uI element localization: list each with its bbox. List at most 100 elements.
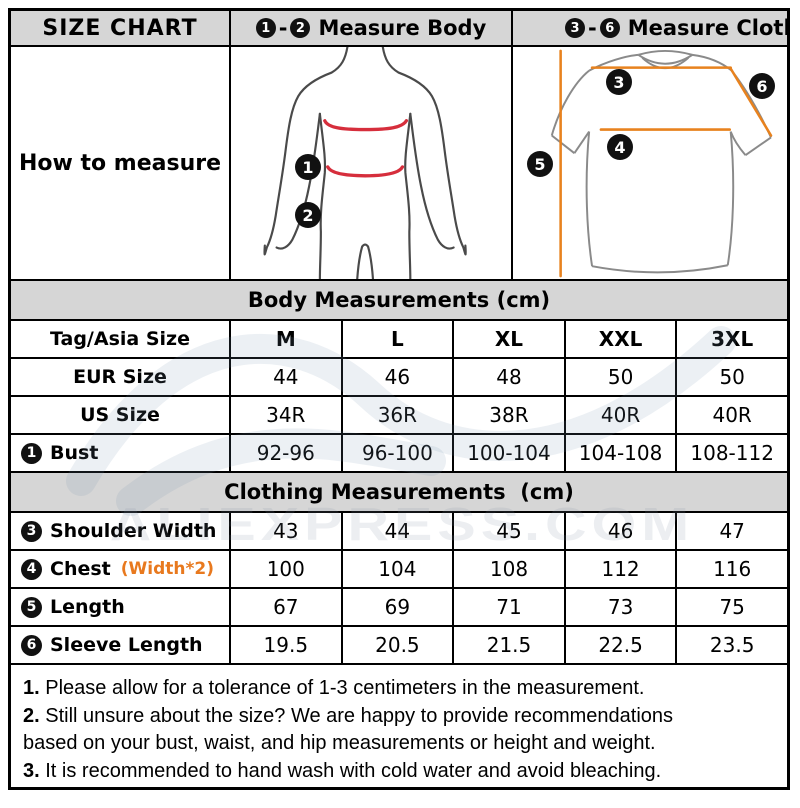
- circled-4-icon: 4: [21, 558, 42, 580]
- table-row-tag-asia-size: Tag/Asia Size M L XL XXL 3XL: [11, 321, 787, 359]
- measurement-value: 22.5: [566, 627, 678, 663]
- table-row-shoulder-width: 3 Shoulder Width 43 44 45 46 47: [11, 513, 787, 551]
- size-value: 38R: [454, 397, 566, 433]
- row-label-text: Bust: [50, 442, 99, 464]
- footer-notes: 1. Please allow for a tolerance of 1-3 c…: [11, 665, 787, 787]
- measurement-value: 104: [343, 551, 455, 587]
- measure-body-header: 1-2 Measure Body: [231, 11, 513, 45]
- size-value: 46: [343, 359, 455, 395]
- size-value: XXL: [566, 321, 678, 357]
- circled-5-icon: 5: [21, 596, 42, 618]
- measurement-value: 108-112: [690, 441, 774, 465]
- how-to-measure-label: How to measure: [11, 47, 231, 279]
- row-label-text: Length: [50, 596, 125, 618]
- measurement-value: 108: [454, 551, 566, 587]
- row-label: 1 Bust: [11, 435, 231, 471]
- size-value: 50: [566, 359, 678, 395]
- range-dash: -: [278, 16, 288, 40]
- table-row-sleeve-length: 6 Sleeve Length 19.5 20.5 21.5 22.5 23.5: [11, 627, 787, 665]
- badge-range-3-6: 3-6: [565, 16, 620, 40]
- row-label-text: Sleeve Length: [50, 634, 203, 656]
- table-row-length: 5 Length 67 69 71 73 75: [11, 589, 787, 627]
- table-row-chest: 4 Chest (Width*2) 100 104 108 112 116: [11, 551, 787, 589]
- clothing-measure-diagram: 3 4 5 6: [513, 47, 787, 279]
- circled-3-icon: 3: [21, 520, 42, 542]
- clothing-measurements-title: Clothing Measurements (cm): [11, 473, 787, 513]
- waist-marker-circled-2-icon: 2: [295, 202, 321, 228]
- circled-3-icon: 3: [565, 18, 585, 38]
- measurement-value: 46: [566, 513, 678, 549]
- circled-6-icon: 6: [599, 18, 620, 38]
- size-value: 36R: [343, 397, 455, 433]
- size-value: 44: [231, 359, 343, 395]
- note-1: 1. Please allow for a tolerance of 1-3 c…: [23, 675, 773, 703]
- row-label-text: Shoulder Width: [50, 520, 217, 542]
- sleeve-marker-circled-6-icon: 6: [749, 73, 775, 99]
- measurement-value: 112: [566, 551, 678, 587]
- note-text: Still unsure about the size? We are happ…: [23, 704, 674, 755]
- measurement-value: 21.5: [454, 627, 566, 663]
- row-label: 3 Shoulder Width: [11, 513, 231, 549]
- size-chart-title: SIZE CHART: [11, 11, 231, 45]
- measurement-value: 100: [231, 551, 343, 587]
- measurement-value: 43: [231, 513, 343, 549]
- measurement-value: 73: [566, 589, 678, 625]
- chest-width-note: (Width*2): [120, 559, 214, 579]
- measurement-value: 45: [454, 513, 566, 549]
- size-value: 50: [719, 365, 745, 389]
- measurement-value: 19.5: [231, 627, 343, 663]
- note-text: It is recommended to hand wash with cold…: [45, 759, 662, 782]
- size-value: 48: [454, 359, 566, 395]
- note-number: 2.: [23, 704, 40, 727]
- row-label: EUR Size: [11, 359, 231, 395]
- size-value: M: [231, 321, 343, 357]
- measurement-value: 44: [343, 513, 455, 549]
- size-value: 40R: [712, 403, 752, 427]
- body-measurements-title: Body Measurements (cm): [11, 281, 787, 321]
- row-label: 4 Chest (Width*2): [11, 551, 231, 587]
- measure-clothing-header: 3-6 Measure Clothing: [513, 11, 787, 45]
- badge-range-1-2: 1-2: [255, 16, 311, 40]
- circled-2-icon: 2: [290, 18, 311, 38]
- row-label: Tag/Asia Size: [11, 321, 231, 357]
- top-header-row: SIZE CHART 1-2 Measure Body 3-6 Measure …: [11, 11, 787, 47]
- measurement-value: 23.5: [709, 633, 755, 657]
- note-2: 2. Still unsure about the size? We are h…: [23, 703, 773, 758]
- measurement-value: 71: [454, 589, 566, 625]
- clothing-diagram-cell: 3 4 5 6: [513, 47, 787, 279]
- shoulder-marker-circled-3-icon: 3: [606, 69, 632, 95]
- size-value: XL: [454, 321, 566, 357]
- note-number: 3.: [23, 759, 40, 782]
- range-dash: -: [588, 16, 597, 40]
- row-label: US Size: [11, 397, 231, 433]
- table-row-bust: 1 Bust 92-96 96-100 100-104 104-108 108-…: [11, 435, 787, 473]
- measure-body-label: Measure Body: [318, 16, 487, 40]
- size-value: L: [343, 321, 455, 357]
- row-label-text: Chest: [50, 558, 111, 580]
- circled-1-icon: 1: [21, 442, 42, 464]
- measurement-value: 96-100: [343, 435, 455, 471]
- measure-clothing-label: Measure Clothing: [627, 16, 787, 40]
- circled-1-icon: 1: [255, 18, 276, 38]
- size-value: 40R: [566, 397, 678, 433]
- note-3: 3. It is recommended to hand wash with c…: [23, 758, 773, 786]
- row-label: 5 Length: [11, 589, 231, 625]
- bust-marker-circled-1-icon: 1: [295, 154, 321, 180]
- body-measure-diagram: 1 2: [231, 47, 511, 279]
- note-text: Please allow for a tolerance of 1-3 cent…: [45, 677, 645, 699]
- measurement-value: 92-96: [231, 435, 343, 471]
- diagram-row: How to measure: [11, 47, 787, 281]
- chest-marker-circled-4-icon: 4: [607, 134, 633, 160]
- table-row-eur-size: EUR Size 44 46 48 50 50: [11, 359, 787, 397]
- size-value: 3XL: [711, 327, 754, 351]
- measurement-value: 75: [719, 595, 745, 619]
- measurement-value: 20.5: [343, 627, 455, 663]
- body-diagram-cell: 1 2: [231, 47, 513, 279]
- size-chart-sheet: SIZE CHART 1-2 Measure Body 3-6 Measure …: [8, 8, 790, 790]
- measurement-value: 67: [231, 589, 343, 625]
- tshirt-outline-drawing: [550, 49, 773, 278]
- row-label: 6 Sleeve Length: [11, 627, 231, 663]
- table-row-us-size: US Size 34R 36R 38R 40R 40R: [11, 397, 787, 435]
- measurement-value: 69: [343, 589, 455, 625]
- body-outline-drawing: [263, 47, 467, 279]
